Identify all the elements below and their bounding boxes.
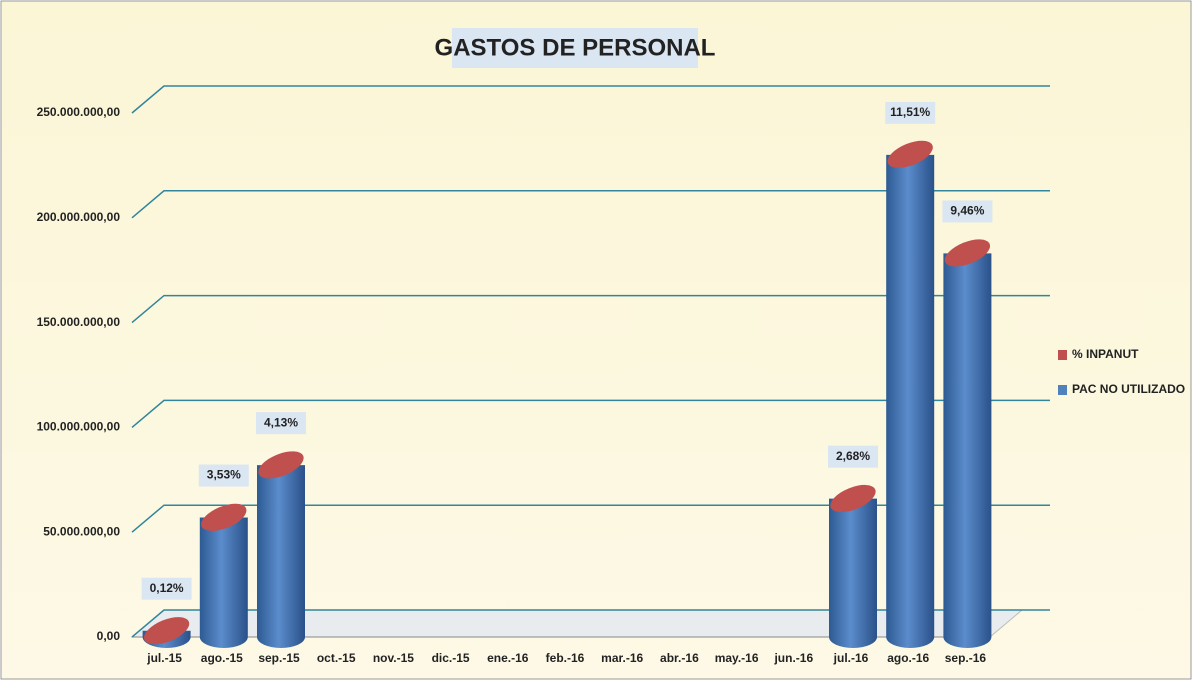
data-label: 4,13% — [264, 415, 298, 429]
legend-label: % INPANUT — [1072, 347, 1139, 361]
x-tick-label: sep.-15 — [258, 651, 300, 665]
bar — [829, 498, 877, 648]
x-tick-label: jul.-15 — [146, 651, 182, 665]
data-label: 3,53% — [207, 468, 241, 482]
data-label: 0,12% — [150, 581, 184, 595]
data-label: 11,51% — [890, 105, 930, 119]
data-label-box — [885, 101, 936, 124]
x-tick-label: ago.-15 — [201, 651, 243, 665]
y-tick-label: 100.000.000,00 — [37, 420, 121, 434]
x-tick-label: ago.-16 — [887, 651, 929, 665]
x-tick-label: abr.-16 — [660, 651, 699, 665]
data-label: 2,68% — [836, 449, 870, 463]
grid-line — [131, 294, 1050, 324]
y-tick-label: 50.000.000,00 — [43, 524, 120, 538]
data-label: 9,46% — [950, 204, 984, 218]
legend-label: PAC NO UTILIZADO — [1072, 382, 1185, 396]
data-label-box — [256, 412, 306, 435]
bar-cap — [201, 503, 247, 531]
x-tick-label: jul.-16 — [833, 651, 869, 665]
x-tick-label: ene.-16 — [487, 651, 529, 665]
bar-cap — [944, 239, 991, 267]
y-tick-label: 200.000.000,00 — [37, 210, 121, 224]
legend-swatch — [1058, 350, 1067, 360]
grid-line — [131, 190, 1050, 219]
x-tick-label: sep.-16 — [945, 651, 987, 665]
bar — [257, 465, 305, 648]
x-tick-label: oct.-15 — [317, 651, 356, 665]
bar — [886, 154, 935, 649]
data-label-box — [942, 200, 993, 223]
x-tick-label: may.-16 — [715, 651, 759, 665]
data-label-box — [198, 464, 249, 487]
x-tick-label: nov.-15 — [373, 651, 414, 665]
y-tick-label: 150.000.000,00 — [37, 315, 121, 329]
legend-swatch — [1058, 385, 1067, 395]
x-tick-label: feb.-16 — [546, 651, 585, 665]
y-tick-label: 250.000.000,00 — [37, 105, 121, 119]
bar-cap — [258, 451, 304, 479]
chart-title: GASTOS DE PERSONAL — [435, 34, 716, 61]
x-tick-label: dic.-15 — [432, 651, 470, 665]
title-box — [452, 28, 698, 68]
grid-line — [131, 85, 1050, 114]
grid-line — [131, 504, 1050, 533]
bar-cap — [887, 140, 933, 168]
x-tick-label: jun.-16 — [773, 651, 813, 665]
data-label-box — [828, 445, 878, 468]
bar-cap — [143, 617, 190, 645]
x-tick-label: mar.-16 — [601, 651, 643, 665]
grid-line — [131, 609, 1050, 638]
bar — [199, 517, 248, 648]
grid-line — [131, 399, 1050, 428]
bar-cap — [830, 484, 876, 513]
bar — [943, 253, 992, 648]
data-label-box — [141, 577, 192, 600]
y-tick-label: 0,00 — [97, 629, 121, 643]
